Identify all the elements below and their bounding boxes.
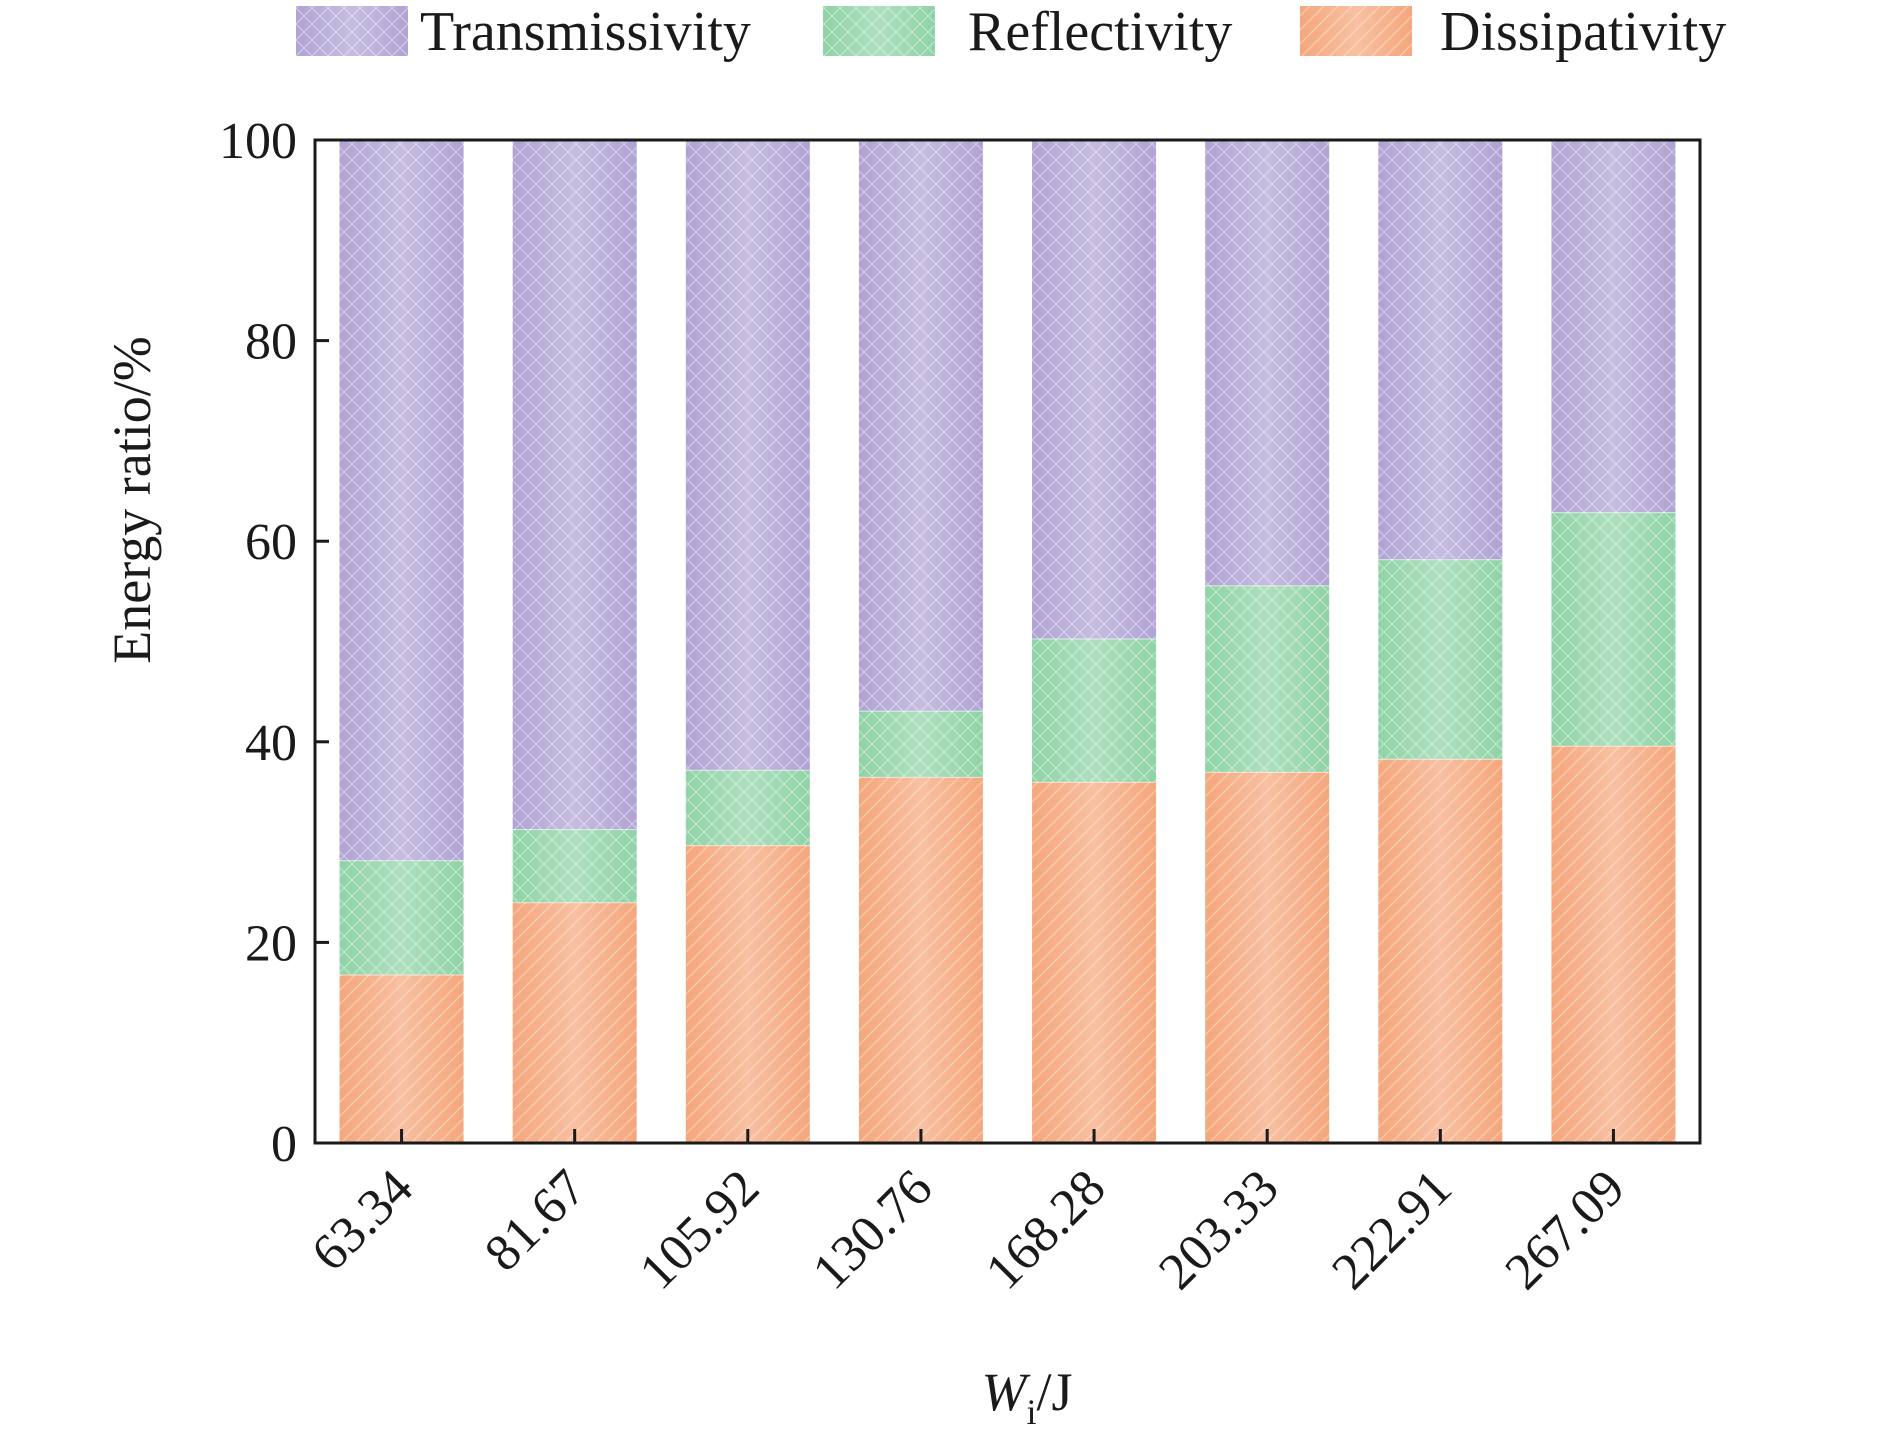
y-tick-label: 60 [245, 514, 297, 571]
bar-segment-dissipativity-1 [512, 901, 637, 1143]
bar-segment-reflectivity-0 [339, 859, 464, 975]
x-tick-label: 81.67 [474, 1159, 597, 1282]
bar-pattern [685, 845, 810, 1143]
bar-segment-dissipativity-4 [1032, 780, 1157, 1143]
bar-segment-transmissivity-6 [1378, 139, 1503, 560]
bar-segment-transmissivity-5 [1205, 139, 1330, 586]
y-axis-label: Energy ratio/% [102, 336, 162, 663]
bar-pattern [512, 140, 637, 830]
bar-segment-dissipativity-7 [1551, 744, 1676, 1143]
bar-pattern [1378, 758, 1503, 1143]
x-tick-label: 222.91 [1321, 1159, 1462, 1300]
legend-swatch-pattern [1300, 6, 1412, 56]
x-axis-label-main: W [981, 1362, 1031, 1422]
bar-segment-dissipativity-3 [858, 775, 983, 1143]
x-tick-label: 267.09 [1495, 1159, 1636, 1300]
bar-pattern [1032, 781, 1157, 1143]
bar-segment-dissipativity-6 [1378, 757, 1503, 1143]
bar-segment-transmissivity-1 [512, 139, 637, 830]
y-tick-label: 20 [245, 915, 297, 972]
bar-pattern [1205, 140, 1330, 586]
x-axis-label-sub: i [1026, 1392, 1036, 1432]
legend-item-transmissivity: Transmissivity [296, 1, 751, 63]
x-tick-label: 63.34 [301, 1159, 424, 1282]
bar-pattern [1205, 771, 1330, 1143]
bar-pattern [685, 140, 810, 770]
bar-pattern [1378, 559, 1503, 759]
bar-segment-reflectivity-5 [1205, 584, 1330, 772]
bar-segment-reflectivity-3 [858, 709, 983, 777]
bar-pattern [512, 829, 637, 903]
y-tick-label: 0 [271, 1116, 297, 1173]
bar-pattern [1378, 140, 1503, 560]
bar-pattern [512, 902, 637, 1143]
bar-segment-transmissivity-2 [685, 139, 810, 770]
bar-pattern [858, 710, 983, 777]
bar-segment-reflectivity-7 [1551, 511, 1676, 746]
bar-pattern [1205, 585, 1330, 772]
legend-item-reflectivity: Reflectivity [823, 1, 1232, 63]
bar-pattern [339, 974, 464, 1143]
bar-segment-dissipativity-0 [339, 973, 464, 1143]
legend-label: Dissipativity [1440, 1, 1726, 63]
bar-segment-dissipativity-5 [1205, 770, 1330, 1143]
bar-segment-reflectivity-2 [685, 768, 810, 846]
legend-item-dissipativity: Dissipativity [1300, 1, 1726, 63]
bar-segment-dissipativity-2 [685, 844, 810, 1143]
legend-label: Reflectivity [968, 1, 1232, 63]
legend: Transmissivity Reflectivity Dissipativity [296, 1, 1726, 63]
bar-pattern [339, 140, 464, 861]
bar-pattern [1551, 512, 1676, 746]
x-axis-label-unit: /J [1036, 1362, 1072, 1422]
x-axis-label: Wi/J [981, 1362, 1072, 1432]
x-tick-label: 130.76 [802, 1159, 943, 1300]
plot-frame [313, 138, 1702, 1145]
bars-group [339, 139, 1676, 1143]
legend-swatch-pattern [823, 6, 935, 56]
bar-pattern [858, 140, 983, 711]
bar-segment-transmissivity-3 [858, 139, 983, 711]
bar-segment-transmissivity-7 [1551, 139, 1676, 513]
bar-segment-reflectivity-4 [1032, 637, 1157, 782]
x-tick-label: 168.28 [975, 1159, 1116, 1300]
y-tick-label: 80 [245, 314, 297, 371]
bar-segment-reflectivity-1 [512, 828, 637, 903]
legend-swatch-pattern [296, 6, 408, 56]
bar-segment-transmissivity-0 [339, 139, 464, 861]
legend-label: Transmissivity [420, 1, 751, 63]
bar-pattern [858, 776, 983, 1143]
bar-segment-reflectivity-6 [1378, 558, 1503, 759]
bar-pattern [685, 769, 810, 846]
x-tick-label: 105.92 [629, 1159, 770, 1300]
bar-pattern [1032, 638, 1157, 782]
bar-segment-transmissivity-4 [1032, 139, 1157, 639]
y-tick-label: 40 [245, 715, 297, 772]
bar-pattern [1551, 745, 1676, 1143]
bar-pattern [1551, 140, 1676, 513]
x-tick-label: 203.33 [1148, 1159, 1289, 1300]
bar-pattern [1032, 140, 1157, 639]
bar-pattern [339, 860, 464, 975]
y-tick-label: 100 [219, 113, 297, 170]
